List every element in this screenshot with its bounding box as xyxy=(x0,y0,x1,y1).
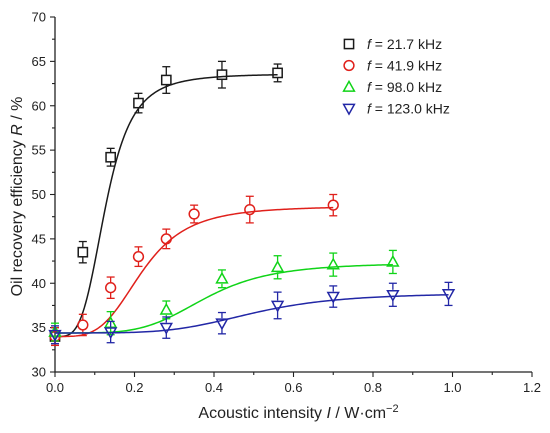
y-tick-label: 50 xyxy=(32,187,46,202)
legend-label-value: = 41.9 kHz xyxy=(371,58,442,74)
data-point xyxy=(215,271,229,284)
legend-label-variable: f xyxy=(367,58,373,74)
data-point xyxy=(272,67,283,79)
legend-label-value: = 21.7 kHz xyxy=(371,36,442,52)
series-2 xyxy=(48,249,400,342)
data-point xyxy=(327,199,339,211)
y-tick-label: 60 xyxy=(32,98,46,113)
x-axis-title-unit: / W·cm xyxy=(331,405,386,422)
y-tick-label: 35 xyxy=(32,320,46,335)
y-tick-label: 40 xyxy=(32,276,46,291)
data-point xyxy=(133,97,144,109)
x-axis-title-variable: I xyxy=(326,405,331,422)
data-point xyxy=(159,322,173,335)
series-fit-line xyxy=(55,294,449,334)
x-tick-label: 0.2 xyxy=(125,380,143,395)
legend-marker xyxy=(343,38,355,50)
series-0 xyxy=(49,60,283,347)
y-axis-title-variable: R xyxy=(9,124,26,136)
legend-marker xyxy=(342,79,356,92)
legend-label: f = 41.9 kHz xyxy=(367,58,442,74)
data-point xyxy=(188,208,200,220)
legend-label: f = 123.0 kHz xyxy=(367,101,450,117)
x-tick-label: 0.0 xyxy=(46,380,64,395)
legend-label: f = 21.7 kHz xyxy=(367,36,442,52)
legend-label-value: = 123.0 kHz xyxy=(371,101,450,117)
data-point xyxy=(215,318,229,331)
data-point xyxy=(270,300,285,313)
data-point xyxy=(105,282,117,294)
y-axis-title-unit: / % xyxy=(9,97,26,125)
data-point xyxy=(270,260,285,273)
axis-frame xyxy=(54,17,532,373)
data-point xyxy=(77,319,89,331)
data-point xyxy=(386,289,400,302)
x-axis-title: Acoustic intensity I / W·cm−2 xyxy=(198,403,398,422)
data-point xyxy=(159,302,173,315)
series-fit-line xyxy=(55,74,278,338)
y-tick-label: 70 xyxy=(32,10,46,25)
y-tick-label: 30 xyxy=(32,365,46,380)
x-axis-title-text: Acoustic intensity xyxy=(198,405,326,422)
x-axis-title-exponent: −2 xyxy=(386,403,399,415)
legend-label-variable: f xyxy=(367,79,373,95)
x-tick-label: 0.8 xyxy=(364,380,382,395)
data-point xyxy=(132,250,145,263)
y-tick-label: 65 xyxy=(32,54,46,69)
y-tick-label: 55 xyxy=(32,143,46,158)
y-axis-title: Oil recovery efficiency R / % xyxy=(9,97,26,297)
data-point xyxy=(326,291,340,304)
data-point xyxy=(160,233,172,245)
data-point xyxy=(244,203,256,216)
x-tick-label: 1.2 xyxy=(523,380,541,395)
data-point xyxy=(326,257,340,270)
legend-label: f = 98.0 kHz xyxy=(367,79,442,95)
x-tick-label: 1.0 xyxy=(443,380,461,395)
data-point xyxy=(105,151,117,163)
data-point xyxy=(48,329,62,342)
data-point xyxy=(386,254,400,267)
plot-area: 0.0 0.2 0.4 0.6 0.8 1.0 1.2 30 35 40 45 50 55 60 65 70 xyxy=(32,10,542,396)
data-point xyxy=(160,74,172,86)
x-tick-label: 0.4 xyxy=(205,380,223,395)
legend-marker xyxy=(343,59,355,72)
data-point xyxy=(441,289,456,302)
y-tick-label: 45 xyxy=(32,231,46,246)
legend-marker xyxy=(342,103,356,116)
data-point xyxy=(77,246,89,258)
series-3 xyxy=(48,281,456,345)
legend-label-variable: f xyxy=(367,101,373,117)
x-tick-label: 0.6 xyxy=(284,380,302,395)
series-fit-line xyxy=(55,206,334,338)
y-axis-title-text: Oil recovery efficiency xyxy=(9,136,26,297)
legend-label-variable: f xyxy=(367,36,373,52)
legend-label-value: = 98.0 kHz xyxy=(371,79,442,95)
data-point xyxy=(216,69,228,81)
data-point xyxy=(103,327,118,340)
